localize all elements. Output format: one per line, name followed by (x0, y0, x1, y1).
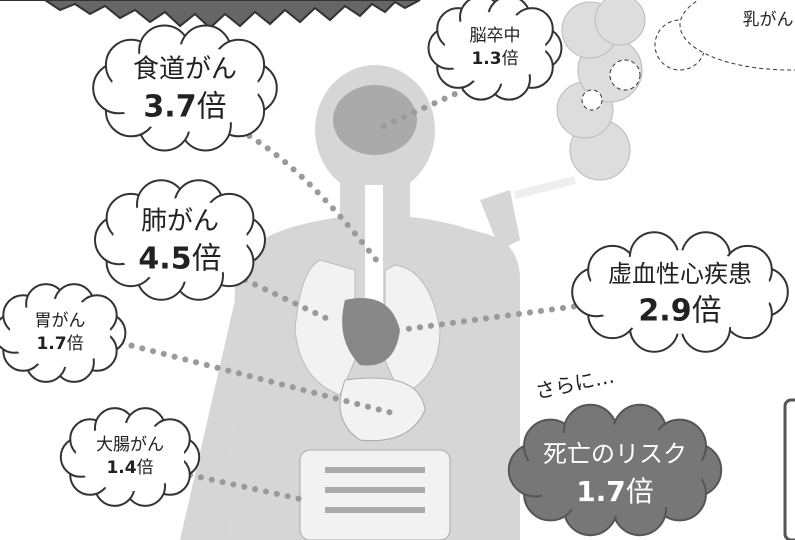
cloud (0, 284, 125, 382)
item-ratio: 1.7倍 (36, 334, 83, 354)
item-name: 胃がん (35, 311, 86, 331)
ratio-unit: 倍 (67, 334, 84, 354)
cloud (572, 232, 788, 352)
ratio-value: 1.7 (36, 334, 66, 354)
item-ratio: 4.5倍 (138, 241, 221, 276)
item-name: 脳卒中 (470, 26, 521, 46)
banner (0, 0, 420, 28)
ratio-unit: 倍 (692, 293, 722, 328)
cigarette (515, 180, 575, 195)
ratio-value: 1.3 (471, 49, 501, 69)
ratio-unit: 倍 (137, 458, 154, 478)
ratio-value: 3.7 (143, 89, 196, 124)
item-ratio: 1.3倍 (471, 49, 518, 69)
cloud (93, 26, 277, 151)
ratio-value: 4.5 (138, 241, 191, 276)
cloud-core (10, 299, 111, 367)
ratio-unit: 倍 (197, 89, 227, 124)
item-name: 肺がん (141, 206, 219, 236)
ratio-value: 1.4 (106, 458, 136, 478)
item-name: 大腸がん (96, 435, 164, 455)
ratio-unit: 倍 (626, 475, 654, 508)
ratio-value: 2.9 (638, 293, 691, 328)
esophagus (365, 185, 383, 305)
cloud (509, 405, 721, 535)
ratio-unit: 倍 (502, 49, 519, 69)
ratio-unit: 倍 (192, 241, 222, 276)
infographic: 食道がん3.7倍脳卒中1.3倍肺がん4.5倍虚血性心疾患2.9倍胃がん1.7倍大… (0, 0, 795, 540)
smoke (557, 0, 645, 180)
ratio-value: 1.7 (576, 475, 626, 508)
intro: さらに… (533, 363, 616, 403)
item-ratio: 1.4倍 (106, 458, 153, 478)
cloud-core (445, 12, 546, 84)
side-box (785, 400, 795, 540)
cloud (61, 408, 199, 506)
death-risk-ratio: 1.7倍 (576, 475, 654, 508)
brain (333, 85, 417, 155)
item-ratio: 3.7倍 (143, 89, 226, 124)
intestine (300, 450, 450, 540)
partial-name: 乳がん (743, 10, 794, 30)
item-ratio: 2.9倍 (638, 293, 721, 328)
cloud (95, 180, 265, 300)
death-risk-name: 死亡のリスク (543, 440, 687, 468)
item-name: 食道がん (133, 54, 237, 84)
cloud-core (75, 423, 184, 491)
item-name: 虚血性心疾患 (608, 260, 752, 288)
